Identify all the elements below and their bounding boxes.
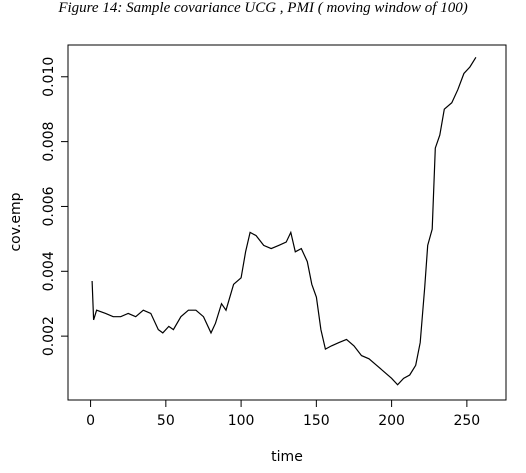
data-line (91, 56, 477, 386)
x-tick-label: 100 (228, 413, 255, 429)
x-tick-label: 0 (86, 413, 95, 429)
x-axis-label: time (271, 449, 303, 465)
x-tick-label: 200 (378, 413, 405, 429)
x-tick-label: 250 (453, 413, 480, 429)
x-tick-label: 150 (303, 413, 330, 429)
y-tick-label: 0.010 (41, 57, 57, 97)
chart-title: Figure 14: Sample covariance UCG , PMI (… (57, 0, 467, 16)
y-tick-label: 0.004 (41, 251, 57, 291)
plot-box (67, 44, 507, 401)
y-tick-label: 0.006 (41, 186, 57, 226)
y-tick-label: 0.008 (41, 122, 57, 162)
y-tick-label: 0.002 (41, 316, 57, 356)
x-tick-label: 50 (157, 413, 175, 429)
y-axis-label: cov.emp (8, 192, 24, 251)
